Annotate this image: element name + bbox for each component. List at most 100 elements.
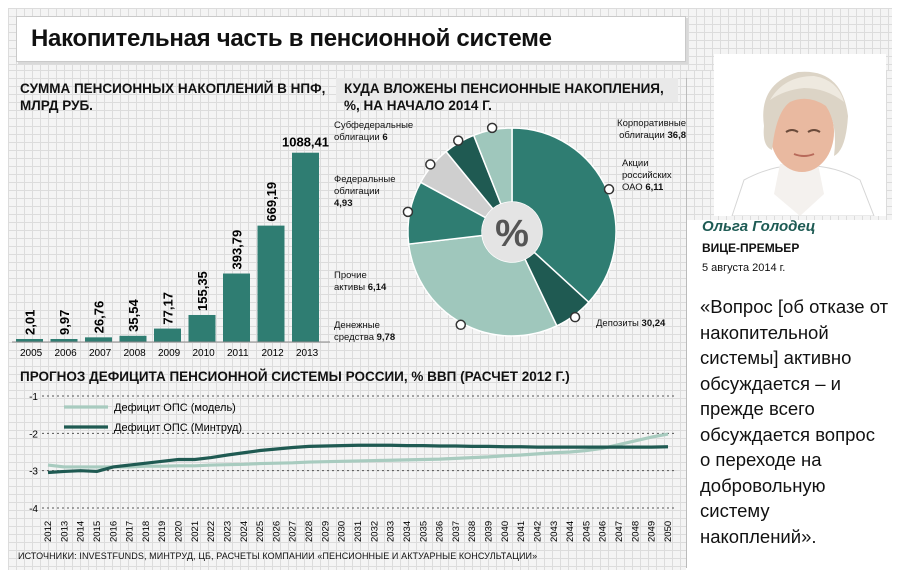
x-tick-2034: 2034: [402, 521, 413, 542]
x-tick-2014: 2014: [76, 521, 87, 542]
x-tick-2032: 2032: [369, 521, 380, 542]
x-tick-2008: 2008: [124, 348, 147, 359]
bar-2010: [188, 314, 216, 342]
person-role: ВИЦЕ-ПРЕМЬЕР: [702, 241, 800, 255]
x-tick-2007: 2007: [89, 348, 112, 359]
pie-section-background: [336, 78, 678, 102]
x-tick-2028: 2028: [304, 521, 315, 542]
bar-2013: [292, 152, 319, 342]
x-tick-2018: 2018: [141, 521, 152, 542]
bar-2007: [85, 337, 112, 342]
y-tick--1: -1: [29, 392, 38, 403]
x-tick-2045: 2045: [581, 521, 592, 542]
x-tick-2039: 2039: [484, 521, 495, 542]
label-stocks: Акции российских ОАО 6,11: [622, 158, 672, 193]
value-label-2013: 1088,41: [282, 135, 329, 150]
x-tick-2006: 2006: [55, 348, 78, 359]
pie-marker-5: [452, 135, 464, 146]
label-deposits: Депозиты 30,24: [596, 318, 666, 329]
x-tick-2046: 2046: [598, 521, 609, 542]
x-tick-2047: 2047: [614, 521, 625, 542]
x-tick-2019: 2019: [157, 521, 168, 542]
source-note: ИСТОЧНИКИ: INVESTFUNDS, МИНТРУД, ЦБ, РАС…: [18, 551, 538, 561]
bar-2006: [50, 339, 78, 342]
x-tick-2033: 2033: [386, 521, 397, 542]
label-corporate: Корпоративные облигации 36,8: [617, 118, 686, 141]
person-name: Ольга Голодец: [702, 218, 816, 235]
value-label-2005: 2,01: [23, 310, 38, 335]
person-date: 5 августа 2014 г.: [702, 262, 786, 274]
y-tick--4: -4: [29, 504, 38, 515]
legend-label-1: Дефицит ОПС (Минтруд): [114, 422, 242, 434]
x-tick-2050: 2050: [663, 521, 674, 542]
x-tick-2020: 2020: [174, 521, 185, 542]
x-tick-2012: 2012: [262, 348, 285, 359]
value-label-2009: 77,17: [161, 292, 176, 325]
value-label-2006: 9,97: [57, 310, 72, 335]
x-tick-2005: 2005: [20, 348, 43, 359]
x-tick-2031: 2031: [353, 521, 364, 542]
x-tick-2022: 2022: [206, 521, 217, 542]
pie-marker-6: [486, 122, 498, 134]
x-tick-2029: 2029: [320, 521, 331, 542]
pie-marker-0: [603, 184, 615, 195]
value-label-2010: 155,35: [195, 271, 210, 311]
y-tick--3: -3: [29, 467, 38, 478]
x-tick-2012: 2012: [43, 521, 54, 542]
bar-2009: [154, 328, 181, 342]
title-bar: Накопительная часть в пенсионной системе: [16, 16, 686, 62]
pie-marker-1: [569, 311, 581, 323]
x-tick-2010: 2010: [193, 348, 216, 359]
line-chart-title: ПРОГНОЗ ДЕФИЦИТА ПЕНСИОННОЙ СИСТЕМЫ РОСС…: [20, 369, 570, 384]
bar-2012: [257, 225, 285, 342]
right-panel: [686, 78, 893, 568]
value-label-2012: 669,19: [264, 182, 279, 222]
x-tick-2049: 2049: [647, 521, 658, 542]
x-tick-2037: 2037: [451, 521, 462, 542]
pie-marker-4: [425, 159, 436, 170]
bar-2011: [223, 273, 250, 342]
x-tick-2025: 2025: [255, 521, 266, 542]
pie-center: [482, 202, 542, 262]
x-tick-2036: 2036: [435, 521, 446, 542]
quote: «Вопрос [об отказе от накопительной сист…: [700, 296, 889, 547]
line-chart: -1 -2 -3 -4 2012 2013 2014 2015 2016 2017 2018 2019…: [29, 392, 674, 542]
x-tick-2021: 2021: [190, 521, 201, 542]
label-cash: Денежные средства 9,78: [334, 320, 396, 343]
x-tick-2017: 2017: [125, 521, 136, 542]
x-tick-2011: 2011: [227, 348, 249, 359]
series-line-0: [47, 432, 669, 469]
x-tick-2013: 2013: [59, 521, 70, 542]
pie-marker-2: [455, 319, 467, 331]
x-tick-2027: 2027: [288, 521, 299, 542]
x-tick-2009: 2009: [158, 348, 181, 359]
value-label-2011: 393,79: [230, 230, 245, 270]
x-tick-2041: 2041: [516, 521, 527, 542]
bar-chart: 2005 2,01 2006 9,97 2007 26,76 2008 35,54 2009 77…: [12, 135, 330, 359]
pie-chart: %: [402, 122, 617, 337]
label-federal: Федеральные облигации 4,93: [334, 174, 396, 209]
x-tick-2040: 2040: [500, 521, 511, 542]
bar-2008: [119, 335, 147, 342]
label-subfederal: Субфедеральные облигации 6: [334, 120, 414, 143]
pie-marker-3: [402, 206, 414, 218]
x-tick-2035: 2035: [418, 521, 429, 542]
x-tick-2023: 2023: [222, 521, 233, 542]
portrait-photo: [714, 54, 886, 216]
pie-chart-title: КУДА ВЛОЖЕНЫ ПЕНСИОННЫЕ НАКОПЛЕНИЯ, %, Н…: [344, 81, 664, 113]
y-tick--2: -2: [29, 429, 38, 440]
bar-2005: [16, 339, 43, 342]
x-tick-2048: 2048: [630, 521, 641, 542]
x-tick-2026: 2026: [271, 521, 282, 542]
x-tick-2015: 2015: [92, 521, 103, 542]
pie-center-label: %: [495, 213, 529, 255]
x-tick-2044: 2044: [565, 521, 576, 542]
x-tick-2030: 2030: [337, 521, 348, 542]
page-title: Накопительная часть в пенсионной системе: [31, 25, 552, 52]
bar-chart-title: СУММА ПЕНСИОННЫХ НАКОПЛЕНИЙ В НПФ, МЛРД …: [20, 81, 326, 113]
value-label-2007: 26,76: [92, 301, 107, 334]
series-line-1: [47, 443, 669, 475]
value-label-2008: 35,54: [126, 299, 141, 332]
x-tick-2013: 2013: [296, 348, 319, 359]
x-tick-2024: 2024: [239, 521, 250, 542]
